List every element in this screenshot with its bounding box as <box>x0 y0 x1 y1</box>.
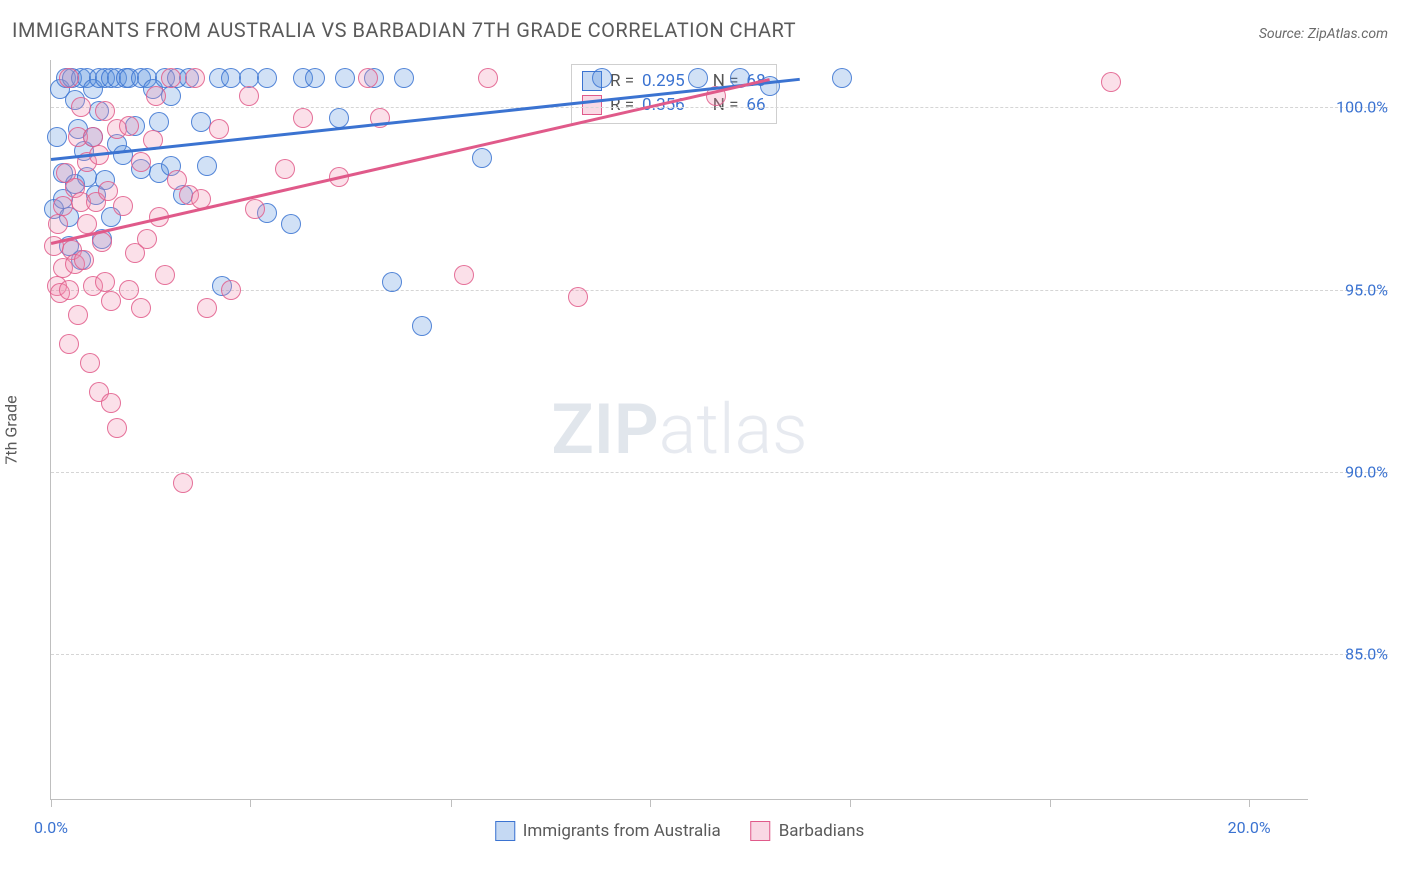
xtick-minor <box>451 799 452 807</box>
scatter-point-bar <box>131 298 151 318</box>
scatter-point-bar <box>197 298 217 318</box>
gridline-h <box>51 290 1388 291</box>
scatter-point-bar <box>83 127 103 147</box>
legend-swatch-1 <box>582 95 602 115</box>
scatter-point-aus <box>688 68 708 88</box>
ytick-label: 100.0% <box>1336 98 1388 117</box>
watermark-rest: atlas <box>659 389 808 471</box>
scatter-point-bar <box>101 291 121 311</box>
scatter-point-bar <box>1101 72 1121 92</box>
scatter-point-bar <box>173 473 193 493</box>
scatter-point-bar <box>239 86 259 106</box>
legend-item-0: Immigrants from Australia <box>495 821 721 841</box>
legend-N-val-1: 66 <box>746 95 765 115</box>
scatter-point-aus <box>832 68 852 88</box>
legend-item-1: Barbadians <box>751 821 865 841</box>
xtick-label: 20.0% <box>1228 818 1271 837</box>
scatter-point-bar <box>95 272 115 292</box>
scatter-point-aus <box>47 127 67 147</box>
plot-area: 7th Grade ZIPatlas R = 0.295 N = 68 R = … <box>50 60 1308 800</box>
scatter-point-bar <box>245 199 265 219</box>
legend-label-0: Immigrants from Australia <box>523 821 721 841</box>
legend-label-1: Barbadians <box>779 821 865 841</box>
scatter-point-bar <box>95 101 115 121</box>
xtick <box>51 799 52 807</box>
scatter-point-bar <box>454 265 474 285</box>
xtick-minor <box>1050 799 1051 807</box>
scatter-point-bar <box>119 280 139 300</box>
ytick-label: 85.0% <box>1345 645 1388 664</box>
scatter-point-bar <box>101 393 121 413</box>
scatter-point-bar <box>155 265 175 285</box>
scatter-point-bar <box>137 229 157 249</box>
scatter-point-bar <box>53 196 73 216</box>
legend-swatch-b1 <box>751 821 771 841</box>
scatter-point-bar <box>293 108 313 128</box>
source-label: Source: ZipAtlas.com <box>1259 26 1388 42</box>
ytick-label: 95.0% <box>1345 280 1388 299</box>
gridline-h <box>51 654 1388 655</box>
scatter-point-aus <box>382 272 402 292</box>
gridline-h <box>51 472 1388 473</box>
scatter-point-aus <box>394 68 414 88</box>
scatter-point-aus <box>412 316 432 336</box>
scatter-point-aus <box>305 68 325 88</box>
scatter-point-bar <box>185 68 205 88</box>
scatter-point-bar <box>92 232 112 252</box>
xtick-minor <box>250 799 251 807</box>
scatter-point-bar <box>131 152 151 172</box>
scatter-point-bar <box>478 68 498 88</box>
scatter-point-aus <box>592 68 612 88</box>
scatter-point-bar <box>48 214 68 234</box>
scatter-point-bar <box>59 68 79 88</box>
xtick-label: 0.0% <box>34 818 68 837</box>
scatter-point-aus <box>197 156 217 176</box>
chart-title: IMMIGRANTS FROM AUSTRALIA VS BARBADIAN 7… <box>12 18 796 42</box>
scatter-point-aus <box>149 112 169 132</box>
chart-container: 7th Grade ZIPatlas R = 0.295 N = 68 R = … <box>50 60 1390 840</box>
xtick <box>650 799 651 807</box>
legend-swatch-b0 <box>495 821 515 841</box>
scatter-point-bar <box>68 305 88 325</box>
scatter-point-bar <box>74 250 94 270</box>
scatter-point-bar <box>107 418 127 438</box>
scatter-point-bar <box>71 97 91 117</box>
scatter-point-aus <box>335 68 355 88</box>
scatter-point-bar <box>59 334 79 354</box>
scatter-point-bar <box>146 86 166 106</box>
watermark-bold: ZIP <box>551 389 658 471</box>
y-axis-label: 7th Grade <box>2 395 21 464</box>
scatter-point-bar <box>59 280 79 300</box>
legend-R-label-0: R = <box>610 71 634 91</box>
scatter-point-bar <box>209 119 229 139</box>
scatter-point-aus <box>257 68 277 88</box>
watermark: ZIPatlas <box>551 389 807 471</box>
xtick <box>1249 799 1250 807</box>
xtick-minor <box>850 799 851 807</box>
scatter-point-aus <box>472 148 492 168</box>
ytick-label: 90.0% <box>1345 462 1388 481</box>
legend-R-val-0: 0.295 <box>642 71 685 91</box>
scatter-point-bar <box>221 280 241 300</box>
scatter-point-bar <box>568 287 588 307</box>
scatter-point-bar <box>80 353 100 373</box>
scatter-point-bar <box>275 159 295 179</box>
scatter-point-aus <box>329 108 349 128</box>
scatter-point-bar <box>119 116 139 136</box>
scatter-point-bar <box>358 68 378 88</box>
scatter-point-bar <box>161 68 181 88</box>
legend-series: Immigrants from Australia Barbadians <box>495 821 865 841</box>
scatter-point-bar <box>113 196 133 216</box>
gridline-h <box>51 107 1388 108</box>
scatter-point-aus <box>281 214 301 234</box>
